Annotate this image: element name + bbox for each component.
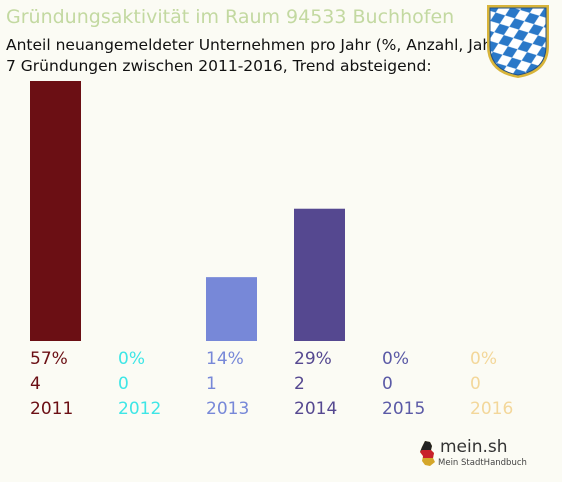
bars-group	[30, 81, 345, 341]
percent-label-2011: 57%	[30, 349, 68, 369]
logo-text: mein.sh	[440, 437, 508, 457]
bar-2014	[294, 208, 345, 341]
percent-label-2013: 14%	[206, 349, 244, 369]
bar-2011	[30, 81, 81, 341]
year-label-2013: 2013	[206, 399, 249, 419]
percent-label-2016: 0%	[470, 349, 497, 369]
count-labels-group: 4 0 1 2 0 0	[30, 374, 481, 394]
count-label-2015: 0	[382, 374, 393, 394]
bavaria-crest-icon	[487, 5, 549, 78]
logo-tagline: Mein StadtHandbuch	[438, 458, 527, 468]
percent-label-2014: 29%	[294, 349, 332, 369]
year-label-2014: 2014	[294, 399, 337, 419]
percent-label-2015: 0%	[382, 349, 409, 369]
chart-subtitle-line-1: Anteil neuangemeldeter Unternehmen pro J…	[6, 36, 505, 54]
bar-2013	[206, 277, 257, 341]
count-label-2014: 2	[294, 374, 305, 394]
year-labels-group: 2011 2012 2013 2014 2015 2016	[30, 399, 513, 419]
chart-subtitle-line-2: 7 Gründungen zwischen 2011-2016, Trend a…	[6, 57, 432, 75]
germany-map-icon	[420, 441, 435, 466]
count-label-2013: 1	[206, 374, 217, 394]
count-label-2011: 4	[30, 374, 41, 394]
chart-title: Gründungsaktivität im Raum 94533 Buchhof…	[6, 6, 455, 28]
year-label-2011: 2011	[30, 399, 73, 419]
count-label-2016: 0	[470, 374, 481, 394]
percent-labels-group: 57% 0% 14% 29% 0% 0%	[30, 349, 497, 369]
percent-label-2012: 0%	[118, 349, 145, 369]
year-label-2015: 2015	[382, 399, 425, 419]
year-label-2012: 2012	[118, 399, 161, 419]
count-label-2012: 0	[118, 374, 129, 394]
year-label-2016: 2016	[470, 399, 513, 419]
